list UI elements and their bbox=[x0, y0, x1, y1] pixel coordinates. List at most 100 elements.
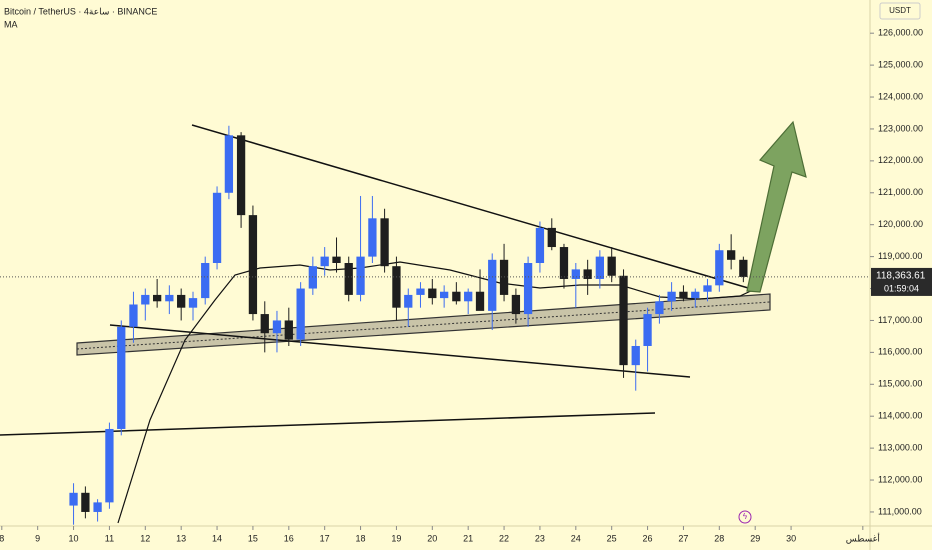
candle-body bbox=[260, 314, 269, 334]
x-tick-label: أغسطس bbox=[846, 531, 880, 544]
x-tick-label: 16 bbox=[284, 533, 294, 543]
candle-body bbox=[332, 256, 341, 263]
event-icon[interactable] bbox=[738, 510, 752, 524]
candle-body bbox=[320, 256, 329, 267]
candle-body bbox=[619, 275, 628, 366]
candle-body bbox=[248, 215, 258, 315]
candle-body bbox=[201, 263, 210, 299]
x-tick-label: 20 bbox=[427, 533, 437, 543]
y-tick-label: 123,000.00 bbox=[878, 123, 923, 133]
y-tick-label: 125,000.00 bbox=[878, 59, 923, 69]
x-tick-label: 9 bbox=[35, 533, 40, 543]
y-tick-label: 120,000.00 bbox=[878, 219, 923, 229]
candle-body bbox=[547, 227, 556, 248]
candle-body bbox=[475, 291, 485, 311]
last-price-label: 118,363.61 bbox=[876, 271, 926, 282]
x-tick-label: 28 bbox=[714, 533, 724, 543]
x-tick-label: 24 bbox=[571, 533, 581, 543]
y-tick-label: 126,000.00 bbox=[878, 28, 923, 38]
candle-body bbox=[452, 291, 461, 302]
candle-body bbox=[607, 256, 616, 276]
candle-body bbox=[428, 288, 437, 299]
candle-body bbox=[667, 291, 676, 302]
candle-body bbox=[152, 294, 162, 302]
y-tick-label: 119,000.00 bbox=[878, 251, 922, 261]
candle-body bbox=[81, 492, 90, 512]
candle-body bbox=[643, 314, 652, 346]
candle-body bbox=[177, 294, 186, 308]
x-tick-label: 15 bbox=[248, 533, 258, 543]
candle-body bbox=[296, 288, 305, 340]
arrow bbox=[746, 120, 807, 293]
candle-body bbox=[464, 291, 473, 302]
candle-body bbox=[739, 259, 748, 277]
y-tick-label: 111,000.00 bbox=[878, 506, 922, 516]
candle-body bbox=[380, 218, 389, 267]
candle-body bbox=[440, 291, 449, 299]
candle-body bbox=[571, 269, 580, 279]
candle-body bbox=[284, 320, 293, 340]
drawings bbox=[0, 120, 807, 524]
channel-band bbox=[76, 293, 771, 356]
x-tick-label: 27 bbox=[678, 533, 688, 543]
x-tick-label: 26 bbox=[643, 533, 653, 543]
indicator-label: MA bbox=[4, 19, 18, 29]
candle-body bbox=[105, 428, 114, 503]
y-tick-label: 124,000.00 bbox=[878, 91, 923, 101]
candle-body bbox=[715, 250, 724, 286]
candle-body bbox=[356, 256, 365, 295]
countdown: 01:59:04 bbox=[884, 283, 919, 293]
candle-body bbox=[535, 227, 545, 263]
candle-body bbox=[224, 135, 234, 193]
x-tick-label: 17 bbox=[320, 533, 330, 543]
last-price-box bbox=[871, 267, 932, 296]
candle-body bbox=[488, 259, 497, 311]
candle-body bbox=[523, 263, 533, 315]
trendline bbox=[191, 124, 756, 291]
x-tick-label: 18 bbox=[356, 533, 366, 543]
candle-body bbox=[655, 301, 664, 315]
x-tick-label: 10 bbox=[69, 533, 79, 543]
candle-body bbox=[583, 269, 592, 279]
candle-body bbox=[679, 291, 688, 299]
x-tick-label: 25 bbox=[607, 533, 617, 543]
currency-box[interactable] bbox=[879, 2, 921, 20]
x-tick-label: 19 bbox=[391, 533, 401, 543]
x-tick-label: 13 bbox=[176, 533, 186, 543]
candle-body bbox=[272, 320, 282, 334]
symbol-title: Bitcoin / TetherUS · 4ساعة · BINANCE bbox=[4, 6, 157, 16]
y-tick-label: 112,000.00 bbox=[878, 474, 922, 484]
candle-body bbox=[141, 294, 150, 305]
candle-body bbox=[631, 345, 640, 366]
candle-body bbox=[392, 266, 401, 308]
x-tick-label: 30 bbox=[786, 533, 796, 543]
x-tick-label: 22 bbox=[499, 533, 509, 543]
x-tick-label: 29 bbox=[750, 533, 760, 543]
x-tick-label: 12 bbox=[140, 533, 150, 543]
y-tick-label: 115,000.00 bbox=[878, 379, 922, 389]
x-tick-label: 21 bbox=[463, 533, 473, 543]
candle-body bbox=[727, 250, 736, 260]
candle-body bbox=[368, 218, 377, 257]
y-tick-label: 117,000.00 bbox=[878, 315, 922, 325]
candle-body bbox=[703, 285, 712, 292]
candle-body bbox=[165, 294, 174, 302]
x-tick-label: 8 bbox=[0, 533, 4, 543]
candle-body bbox=[344, 263, 353, 295]
candles bbox=[69, 125, 748, 525]
y-tick-label: 114,000.00 bbox=[878, 411, 922, 421]
y-tick-label: 121,000.00 bbox=[878, 187, 923, 197]
x-tick-label: 23 bbox=[535, 533, 545, 543]
candle-body bbox=[691, 291, 700, 299]
candle-body bbox=[188, 298, 198, 308]
y-tick-label: 116,000.00 bbox=[878, 347, 922, 357]
candle-body bbox=[236, 135, 246, 216]
currency-label: USDT bbox=[889, 6, 911, 15]
x-tick-label: 11 bbox=[105, 533, 114, 543]
candle-body bbox=[129, 304, 138, 327]
candle-body bbox=[117, 326, 126, 429]
candle-body bbox=[416, 288, 425, 295]
candle-body bbox=[93, 502, 102, 512]
y-tick-label: 113,000.00 bbox=[878, 442, 922, 452]
event-icon-glyph: ϟ bbox=[743, 512, 748, 521]
